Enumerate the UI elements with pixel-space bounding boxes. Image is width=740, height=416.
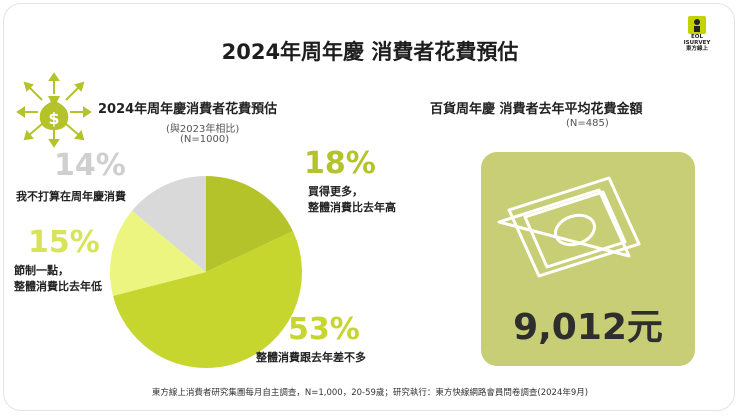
label-same: 整體消費跟去年差不多 [256,351,366,364]
average-spend-panel: 9,012元 [481,152,695,366]
right-panel-sample-size: (N=485) [566,118,609,129]
pct-same: 53% [288,312,360,347]
source-footnote: 東方線上消費者研究集團每月自主調查，N=1,000，20-59歲；研究執行：東方… [151,388,589,398]
label-less: 節制一點， 整體消費比去年低 [14,264,102,293]
page-title: 2024年周年慶 消費者花費預估 [221,40,519,64]
left-chart-sample-size: (N=1000) [180,134,230,145]
label-more: 買得更多， 整體消費比去年高 [308,185,396,214]
left-chart-title: 2024年周年慶消費者花費預估 [98,102,278,117]
left-chart-subtitle: (與2023年相比) [166,124,240,135]
pie-slice-less [110,210,206,296]
logo-line1: EOL [691,34,703,40]
label-none: 我不打算在周年慶消費 [16,190,126,203]
pie-slice-same [113,231,302,368]
pct-none: 14% [54,148,126,183]
eol-isurvey-logo: EOL ISURVEY 東方線上 [676,16,718,52]
banknote-icon [497,176,641,278]
pie-slice-more [206,176,293,272]
right-panel-title: 百貨周年慶 消費者去年平均花費金額 [430,102,643,117]
money-bag-arrows-icon: $ [16,72,92,152]
svg-text:$: $ [48,109,59,128]
average-spend-amount: 9,012元 [513,307,663,348]
pie-slice-none [132,176,206,272]
logo-line2: ISURVEY [683,40,711,46]
pct-more: 18% [304,146,376,181]
logo-line3: 東方線上 [685,46,708,52]
pct-less: 15% [28,225,100,260]
logo-mark-icon [688,16,706,34]
